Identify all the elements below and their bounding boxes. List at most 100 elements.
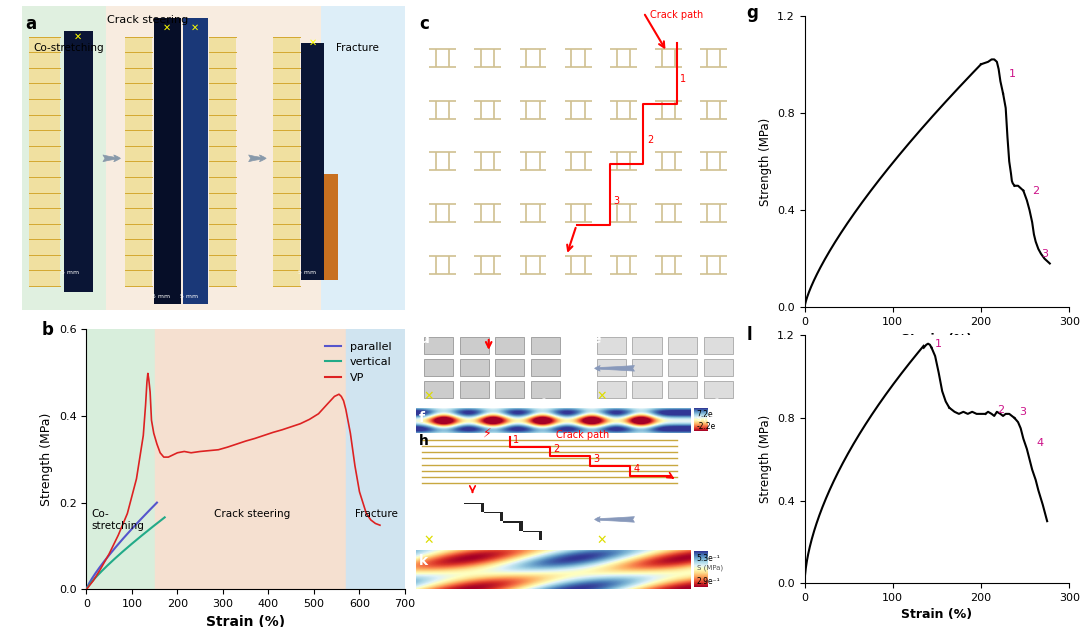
Bar (64, 31, 93, 292)
Bar (633, 381, 661, 398)
Bar (460, 381, 488, 398)
Bar (321, 6, 405, 310)
Text: ✕: ✕ (597, 390, 607, 403)
Text: 1: 1 (1009, 69, 1016, 79)
Bar (597, 337, 626, 354)
Bar (273, 36, 299, 286)
Legend: parallel, vertical, VP: parallel, vertical, VP (320, 337, 396, 387)
Text: 1: 1 (680, 74, 687, 84)
Bar (495, 381, 524, 398)
Bar (667, 381, 698, 398)
Text: 2 mm: 2 mm (715, 542, 735, 547)
Text: Crack steering: Crack steering (108, 16, 189, 25)
Bar (495, 337, 524, 354)
Y-axis label: Strength (MPa): Strength (MPa) (40, 413, 53, 506)
Text: Crack path: Crack path (650, 11, 703, 21)
Text: a: a (26, 16, 37, 33)
Text: 3: 3 (613, 196, 620, 206)
Text: 5 mm: 5 mm (62, 270, 79, 275)
Bar (523, 530, 539, 532)
Bar (210, 36, 237, 286)
Y-axis label: Strength (MPa): Strength (MPa) (758, 117, 771, 206)
Bar (667, 337, 698, 354)
Bar (500, 512, 503, 521)
Text: Crack steering: Crack steering (214, 509, 291, 519)
Text: d: d (419, 332, 429, 345)
Bar (495, 359, 524, 376)
Bar (424, 337, 454, 354)
Bar (106, 6, 321, 310)
Text: 1: 1 (935, 339, 942, 349)
Text: ✕: ✕ (73, 32, 82, 41)
Bar (464, 503, 481, 504)
Text: 2: 2 (553, 445, 559, 455)
Bar (704, 359, 732, 376)
Text: i: i (419, 490, 423, 505)
Text: 4: 4 (633, 464, 639, 474)
Text: 2: 2 (1032, 186, 1039, 196)
Text: k: k (419, 554, 428, 568)
Text: Crack path: Crack path (556, 430, 610, 440)
Bar (154, 329, 346, 589)
Bar (460, 337, 488, 354)
Text: S (MPa): S (MPa) (697, 416, 723, 422)
Text: 7.2e: 7.2e (697, 410, 713, 419)
Text: 5 mm: 5 mm (180, 294, 199, 299)
Bar (86, 329, 154, 589)
Text: b: b (42, 322, 54, 339)
Bar (597, 359, 626, 376)
Bar (324, 174, 338, 280)
Bar (424, 381, 454, 398)
Text: Co-stretching: Co-stretching (33, 43, 104, 53)
Text: j: j (592, 490, 596, 505)
Text: 4: 4 (1037, 438, 1043, 448)
Bar (346, 329, 405, 589)
Text: e: e (592, 332, 602, 345)
Text: Fracture: Fracture (336, 43, 379, 53)
Y-axis label: Strength (MPa): Strength (MPa) (758, 415, 771, 503)
Bar (667, 359, 698, 376)
Text: l: l (746, 325, 752, 344)
Bar (597, 381, 626, 398)
Text: 5.3e⁻¹: 5.3e⁻¹ (697, 554, 720, 563)
Bar (22, 6, 106, 310)
Text: 3: 3 (1018, 407, 1026, 417)
Text: 2 mm: 2 mm (542, 398, 563, 404)
Text: ✕: ✕ (597, 534, 607, 547)
Text: c: c (419, 16, 429, 33)
Bar (633, 337, 661, 354)
Text: 3: 3 (1041, 249, 1048, 259)
Bar (125, 36, 152, 286)
Bar (530, 359, 559, 376)
Text: ✕: ✕ (309, 38, 318, 48)
Text: ⚡: ⚡ (483, 426, 491, 440)
Text: 2 mm: 2 mm (715, 398, 735, 404)
Bar (503, 521, 519, 522)
Text: 3: 3 (593, 455, 599, 465)
X-axis label: Strain (%): Strain (%) (902, 332, 972, 345)
Text: 5 mm: 5 mm (298, 270, 316, 275)
Bar (29, 36, 60, 286)
Bar (301, 43, 324, 280)
Bar (633, 359, 661, 376)
Text: ✕: ✕ (163, 23, 172, 33)
Bar (539, 530, 542, 540)
Text: 2: 2 (997, 405, 1004, 414)
Bar (424, 359, 454, 376)
Text: 1: 1 (513, 435, 519, 445)
Text: ✕: ✕ (424, 390, 434, 403)
Text: 5 mm: 5 mm (152, 294, 171, 299)
Text: ✕: ✕ (191, 23, 200, 33)
X-axis label: Strain (%): Strain (%) (206, 614, 285, 627)
Text: S (MPa): S (MPa) (697, 564, 723, 571)
Bar (484, 512, 500, 514)
Text: Co-
stretching: Co- stretching (91, 509, 144, 530)
Bar (704, 381, 732, 398)
Text: 2: 2 (647, 135, 653, 145)
Text: Fracture: Fracture (355, 509, 397, 519)
Text: -2.2e: -2.2e (697, 422, 716, 431)
Text: h: h (419, 435, 429, 448)
Bar (460, 359, 488, 376)
Bar (481, 503, 484, 512)
Text: 2.9e⁻¹: 2.9e⁻¹ (697, 577, 720, 586)
